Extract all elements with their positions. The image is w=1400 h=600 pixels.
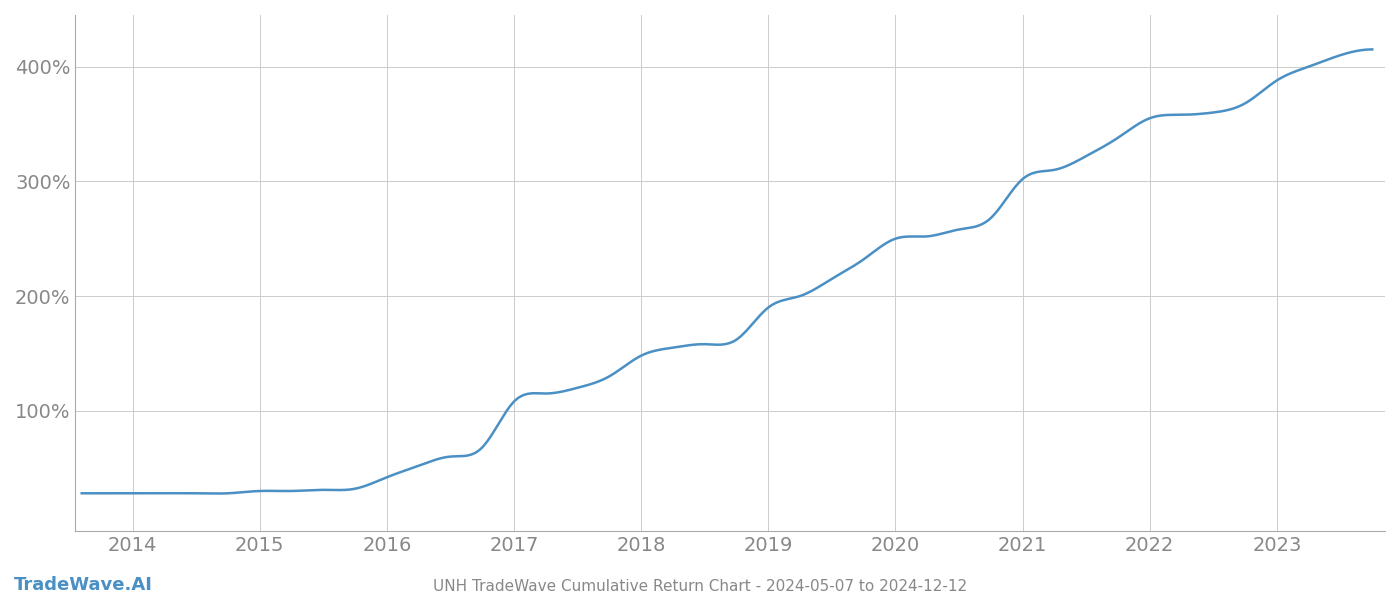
Text: TradeWave.AI: TradeWave.AI	[14, 576, 153, 594]
Text: UNH TradeWave Cumulative Return Chart - 2024-05-07 to 2024-12-12: UNH TradeWave Cumulative Return Chart - …	[433, 579, 967, 594]
